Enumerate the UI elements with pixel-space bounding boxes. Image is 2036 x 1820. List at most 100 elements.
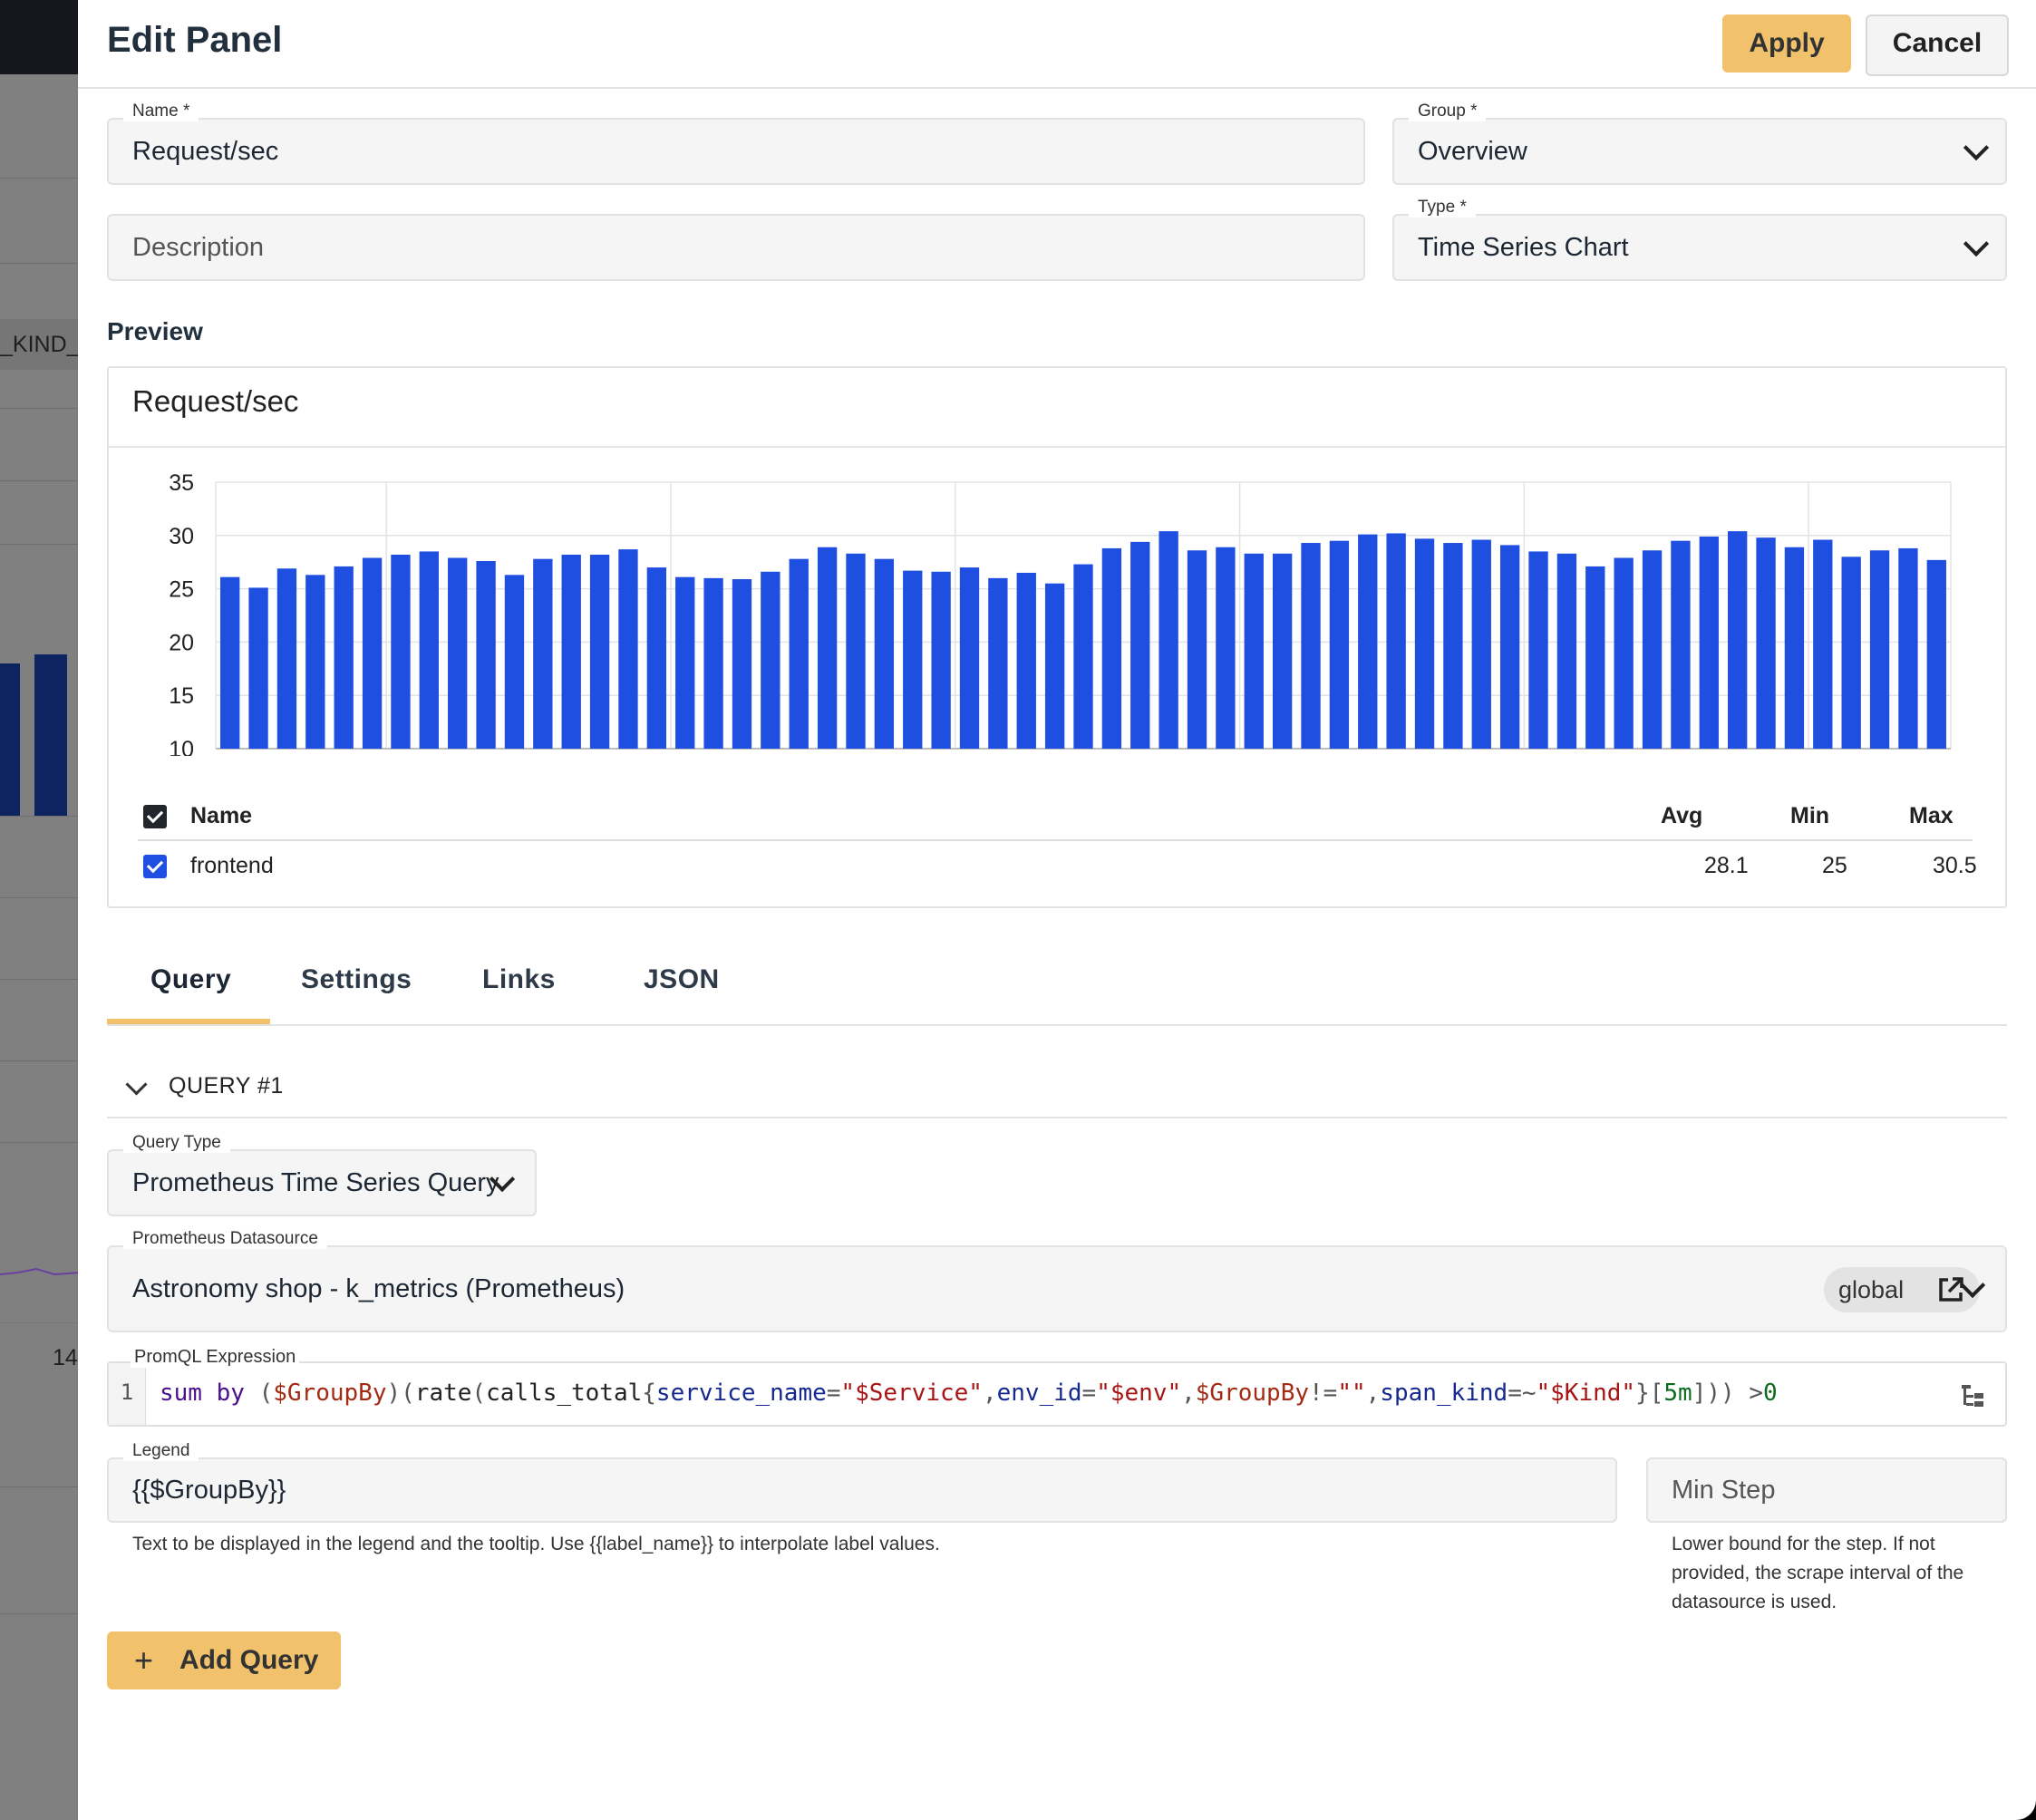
- chart-bar: [334, 566, 354, 749]
- description-field[interactable]: Description: [107, 214, 1365, 281]
- description-placeholder: Description: [132, 232, 265, 262]
- chart-bar: [1244, 553, 1264, 749]
- datasource-value: Astronomy shop - k_metrics (Prometheus): [132, 1273, 625, 1303]
- chart-bar: [1784, 547, 1805, 749]
- chart-bar: [1898, 547, 1918, 749]
- datasource-scope-chip[interactable]: global: [1824, 1267, 1980, 1312]
- chart-bar: [1301, 543, 1321, 749]
- type-select-value: Time Series Chart: [1418, 232, 1629, 262]
- name-field[interactable]: Name * Request/sec: [107, 102, 1365, 185]
- chart-bar: [276, 568, 297, 749]
- legend-series-min: 25: [1822, 853, 1847, 878]
- tab-query[interactable]: Query: [150, 964, 232, 994]
- legend-help-text: Text to be displayed in the legend and t…: [132, 1534, 940, 1554]
- editor-gutter: [109, 1363, 146, 1425]
- chart-bar: [1187, 550, 1207, 749]
- background-row-divider: [0, 816, 82, 817]
- promql-expression[interactable]: sum by ($GroupBy)(rate(calls_total{servi…: [160, 1380, 1778, 1407]
- query-section-header[interactable]: QUERY #1: [169, 1073, 284, 1099]
- background-bar: [34, 654, 67, 816]
- add-query-label: Add Query: [179, 1645, 319, 1675]
- chart-bar: [1159, 531, 1178, 749]
- legend-field-value: {{$GroupBy}}: [132, 1475, 286, 1505]
- cancel-button[interactable]: Cancel: [1866, 15, 2009, 76]
- tree-view-icon[interactable]: [1960, 1383, 1987, 1409]
- chart-bar: [1386, 533, 1406, 749]
- background-row-divider: [0, 897, 82, 898]
- min-step-help-line: datasource is used.: [1672, 1592, 1837, 1612]
- chart-bar: [988, 577, 1008, 749]
- chart-bar: [1614, 557, 1634, 749]
- datasource-scope: global: [1838, 1276, 1905, 1303]
- chevron-down-icon: [1963, 134, 1990, 161]
- min-step-placeholder: Min Step: [1672, 1475, 1776, 1505]
- background-row-divider: [0, 408, 82, 409]
- y-tick-label: 10: [169, 737, 194, 756]
- chart-bar: [703, 577, 723, 749]
- y-tick-label: 25: [169, 577, 194, 603]
- apply-button[interactable]: Apply: [1722, 15, 1851, 73]
- chart-bar: [1756, 537, 1776, 749]
- chart-bar: [1556, 553, 1577, 749]
- y-tick-label: 15: [169, 683, 194, 709]
- chart-bar: [362, 557, 383, 749]
- chart-bar: [1414, 538, 1435, 749]
- group-select[interactable]: Group * Overview: [1392, 102, 2007, 185]
- y-tick-label: 35: [169, 470, 194, 496]
- chart-bar: [561, 554, 581, 749]
- chart-bar: [1699, 536, 1719, 749]
- chart-bar: [789, 558, 809, 749]
- name-field-label: Name *: [123, 102, 199, 121]
- chart-bar: [305, 575, 325, 749]
- chevron-down-icon[interactable]: [125, 1073, 148, 1096]
- chart-bar: [533, 558, 553, 749]
- tab-links[interactable]: Links: [482, 964, 556, 994]
- background-column-label: _KIND_: [0, 319, 78, 370]
- min-step-field[interactable]: Min Step: [1646, 1457, 2007, 1523]
- chart-bar: [504, 575, 525, 749]
- chart-bar: [817, 547, 838, 749]
- min-step-help-line: Lower bound for the step. If not: [1672, 1534, 1935, 1554]
- chart-bar: [618, 549, 638, 749]
- chart-bar: [1499, 545, 1520, 749]
- chart-bar: [1016, 572, 1036, 749]
- active-tab-indicator: [107, 1019, 270, 1024]
- chart-bars: [220, 531, 1946, 749]
- background-row-divider: [0, 1486, 82, 1487]
- query-type-select[interactable]: Query Type Prometheus Time Series Query: [107, 1133, 537, 1216]
- group-select-label: Group *: [1409, 102, 1487, 121]
- background-row-divider: [0, 979, 82, 980]
- chart-bar: [1869, 550, 1890, 749]
- chart-bar: [1728, 531, 1748, 749]
- y-tick-label: 20: [169, 630, 194, 655]
- select-all-checkbox[interactable]: [143, 805, 167, 828]
- legend-series-name: frontend: [190, 853, 274, 878]
- background-row-divider: [0, 1142, 82, 1143]
- series-checkbox-frontend[interactable]: [143, 855, 167, 878]
- chart-bar: [391, 554, 411, 749]
- header-divider: [78, 87, 2036, 89]
- preview-title-divider: [109, 446, 2005, 448]
- query-type-label: Query Type: [123, 1133, 230, 1153]
- chart-bar: [476, 561, 496, 749]
- tab-json[interactable]: JSON: [644, 964, 720, 994]
- chart-bar: [646, 567, 667, 749]
- datasource-select[interactable]: Prometheus Datasource Astronomy shop - k…: [107, 1229, 2007, 1332]
- chart-bar: [675, 576, 695, 749]
- editor-line-number: 1: [120, 1380, 134, 1405]
- promql-editor[interactable]: 1 sum by ($GroupBy)(rate(calls_total{ser…: [107, 1361, 2007, 1427]
- chart-bar: [1130, 541, 1150, 749]
- legend-field[interactable]: Legend {{$GroupBy}}: [107, 1441, 1617, 1523]
- chart-bar: [1329, 540, 1350, 749]
- min-step-help-text: Lower bound for the step. If not provide…: [1672, 1530, 1963, 1617]
- chart-bar: [1813, 539, 1833, 749]
- plus-icon: +: [134, 1641, 154, 1679]
- open-external-icon[interactable]: [1936, 1275, 1965, 1304]
- tab-settings[interactable]: Settings: [301, 964, 412, 994]
- min-step-help-line: provided, the scrape interval of the: [1672, 1563, 1964, 1583]
- chart-bar: [874, 558, 895, 749]
- type-select[interactable]: Type * Time Series Chart: [1392, 198, 2007, 281]
- add-query-button[interactable]: + Add Query: [107, 1631, 341, 1689]
